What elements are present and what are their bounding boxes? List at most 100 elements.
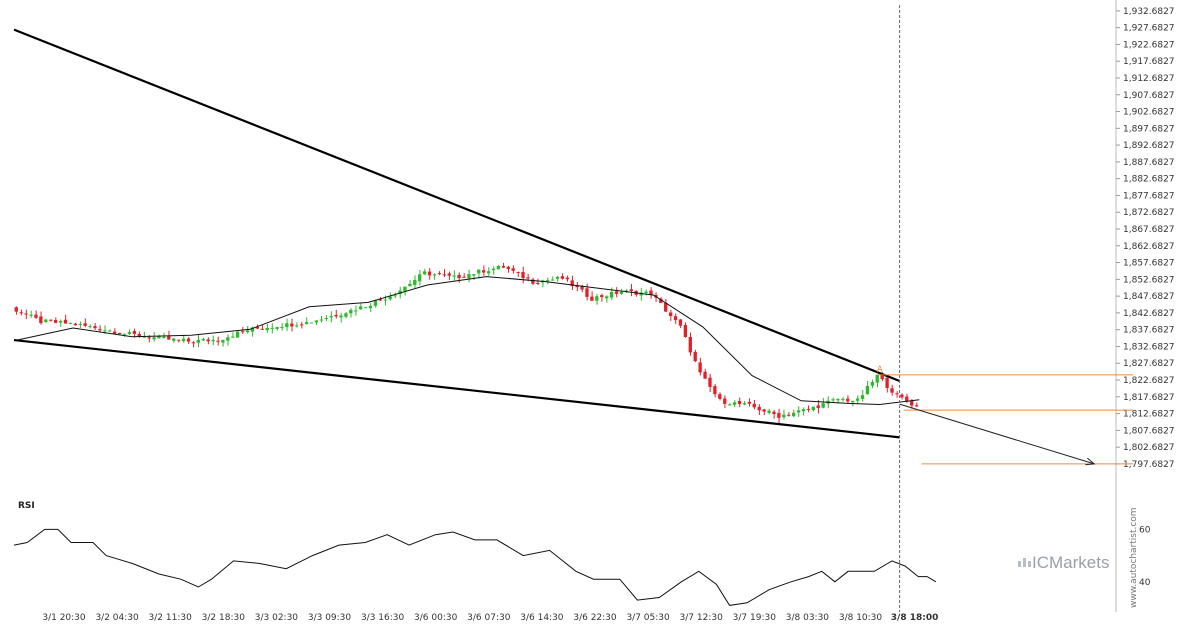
- candle-body: [678, 319, 683, 326]
- candle-body: [167, 336, 171, 340]
- candle-body: [673, 316, 678, 321]
- candle-body: [521, 271, 525, 279]
- candle-body: [270, 327, 274, 329]
- candle-body: [280, 327, 284, 329]
- forecast-level-label: A: [877, 365, 884, 375]
- candle-body: [752, 403, 756, 408]
- candle-body: [836, 399, 840, 401]
- candle-body: [58, 320, 63, 323]
- candle-body: [575, 285, 579, 288]
- candle-body: [472, 274, 476, 276]
- candle-body: [732, 402, 737, 405]
- time-tick-label: 3/7 19:30: [733, 613, 777, 623]
- candle-body: [855, 398, 860, 401]
- price-tick-label: 1,822.6827: [1123, 376, 1175, 386]
- candle-body: [644, 291, 648, 293]
- candle-body: [378, 299, 382, 301]
- candle-body: [890, 388, 894, 393]
- price-tick-label: 1,887.6827: [1123, 158, 1175, 168]
- candle-body: [683, 325, 688, 337]
- candle-body: [865, 385, 870, 395]
- candle-body: [231, 336, 235, 338]
- candle-body: [191, 342, 196, 344]
- candle-body: [467, 274, 471, 279]
- time-tick-label: 3/6 00:30: [414, 613, 458, 623]
- candle-body: [742, 403, 747, 405]
- candle-body: [600, 295, 604, 298]
- candle-body: [910, 400, 914, 406]
- forecast-arrow-head: [1085, 457, 1096, 466]
- candle-body: [619, 292, 624, 294]
- candle-body: [373, 300, 378, 306]
- candle-body: [688, 336, 692, 353]
- time-tick-label: 3/2 11:30: [149, 613, 193, 623]
- time-tick-label: 3/1 20:30: [42, 613, 86, 623]
- candle-body: [211, 339, 215, 342]
- candle-body: [747, 401, 751, 404]
- candle-body: [359, 306, 363, 310]
- time-axis: 3/1 20:30 3/2 04:30 3/2 11:30 3/2 18:30 3/3 …: [42, 613, 938, 623]
- candle-body: [275, 327, 279, 329]
- candle-body: [334, 314, 338, 317]
- candle-body: [172, 338, 176, 341]
- candle-body: [113, 331, 117, 334]
- candle-body: [221, 339, 225, 343]
- candle-body: [560, 276, 565, 279]
- candle-body: [88, 326, 92, 328]
- candle-body: [545, 280, 550, 282]
- candle-body: [841, 398, 845, 400]
- brand-name-prefix: IC: [1032, 553, 1049, 572]
- price-tick-label: 1,842.6827: [1123, 309, 1175, 319]
- candle-body: [354, 310, 358, 312]
- candle-body: [24, 313, 28, 315]
- rsi-line: [13, 528, 937, 606]
- candle-body: [900, 394, 904, 398]
- candle-body: [914, 405, 919, 407]
- candle-body: [216, 340, 220, 342]
- rsi-title: RSI: [18, 501, 35, 511]
- candle-body: [536, 282, 540, 284]
- time-tick-label: 3/6 14:30: [520, 613, 564, 623]
- candle-body: [885, 377, 889, 389]
- candle-body: [398, 290, 402, 295]
- candle-body: [147, 337, 151, 339]
- candle-body: [605, 296, 609, 299]
- candle-body: [285, 323, 289, 328]
- candle-body: [250, 327, 255, 332]
- candle-body: [723, 398, 727, 404]
- candle-body: [127, 332, 132, 335]
- price-tick-label: 1,907.6827: [1123, 91, 1175, 101]
- candle-body: [34, 314, 38, 318]
- candle-body: [117, 332, 122, 335]
- price-tick-label: 1,847.6827: [1123, 292, 1175, 302]
- candle-body: [501, 266, 505, 268]
- candle-body: [304, 322, 309, 325]
- candle-body: [339, 315, 343, 318]
- time-tick-label: 3/8 18:00: [891, 613, 939, 623]
- moving-average-line: [13, 276, 920, 406]
- candle-body: [73, 323, 77, 326]
- candle-body: [68, 322, 73, 324]
- candle-body: [491, 268, 496, 271]
- candle-body: [777, 412, 781, 418]
- time-tick-label: 3/3 16:30: [361, 613, 405, 623]
- price-tick-label: 1,827.6827: [1123, 359, 1175, 369]
- price-axis: 1,932.6827 1,927.6827 1,922.6827 1,917.6827…: [1115, 0, 1175, 612]
- price-tick-label: 1,902.6827: [1123, 108, 1175, 118]
- candle-body: [728, 404, 732, 406]
- candle-body: [846, 398, 850, 402]
- candle-body: [319, 319, 323, 321]
- price-tick-label: 1,867.6827: [1123, 225, 1175, 235]
- candle-body: [432, 274, 437, 276]
- candle-body: [526, 277, 530, 279]
- candle-body: [703, 371, 707, 379]
- candle-body: [570, 280, 574, 287]
- rsi-pane: RSI 60 40: [13, 501, 1151, 606]
- candle-body: [132, 331, 136, 334]
- candle-body: [324, 318, 328, 320]
- candle-body: [290, 323, 294, 327]
- price-tick-label: 1,882.6827: [1123, 175, 1175, 185]
- price-tick-label: 1,857.6827: [1123, 259, 1175, 269]
- time-tick-label: 3/6 22:30: [573, 613, 617, 623]
